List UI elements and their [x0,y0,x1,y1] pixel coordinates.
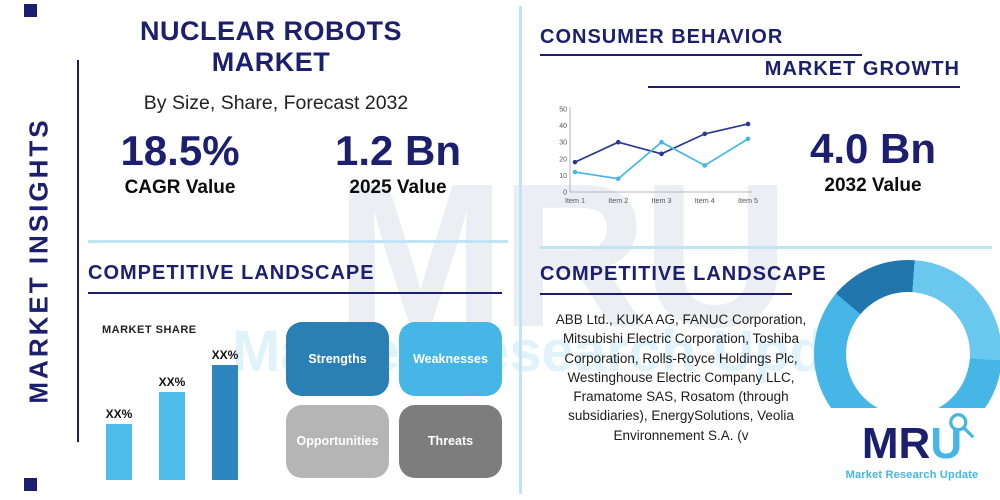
x-tick-label: Item 3 [652,196,672,205]
value-2025: 1.2 Bn [334,127,462,174]
x-tick-label: Item 1 [565,196,585,205]
magnifier-icon [949,412,975,438]
y-tick-label: 50 [559,107,567,114]
market-growth-underline [648,86,960,88]
decor-square-top [24,4,37,17]
consumer-behavior-heading: CONSUMER BEHAVIOR [540,26,784,48]
swot-grid: Strengths Weaknesses Opportunities Threats [286,322,502,478]
y-tick-label: 40 [559,123,567,130]
market-share-bar-chart: XX% XX% XX% [96,338,248,480]
value-2025-label: 2025 Value [349,177,447,199]
x-tick-label: Item 2 [608,196,628,205]
market-share-bar-2: XX% [149,375,195,480]
bar-value-label: XX% [158,375,186,389]
value-2032-stat: 4.0 Bn 2032 Value [792,125,954,197]
value-2032: 4.0 Bn [809,125,937,172]
cagr-stat: 18.5% CAGR Value [95,127,265,199]
column-divider [519,6,522,494]
bar-rect [106,424,132,480]
y-tick-label: 20 [559,156,567,163]
y-tick-label: 30 [559,140,567,147]
x-tick-label: Item 4 [695,196,715,205]
bar-rect [159,392,185,480]
company-list: ABB Ltd., KUKA AG, FANUC Corporation, Mi… [555,312,807,443]
data-point [572,159,578,165]
page-title: NUCLEAR ROBOTS MARKET [140,16,402,77]
right-horizontal-divider [540,246,992,249]
data-point [659,139,664,145]
swot-tile-threats: Threats [399,404,502,478]
market-share-bar-3: XX% [202,348,248,480]
data-point [659,151,664,157]
mru-logo-text: MRU [861,412,975,468]
decor-square-bottom [24,478,37,491]
left-horizontal-divider [88,240,508,243]
consumer-behavior-line-chart: 0 10 20 30 40 50 Item 1 Item 2 Item 3 Item 4 Item … [559,107,758,206]
data-point [745,121,751,127]
data-point [702,163,708,168]
value-2032-label: 2032 Value [824,175,922,197]
y-tick-label: 0 [563,190,567,197]
subtitle: By Size, Share, Forecast 2032 [143,92,409,114]
logo-tagline: Market Research Update [845,468,979,481]
competitive-landscape-underline-left [88,292,502,294]
cagr-label: CAGR Value [124,177,236,199]
data-point [745,136,751,142]
swot-tile-weaknesses: Weaknesses [399,322,502,396]
market-share-bar-1: XX% [96,407,142,480]
donut-hole [845,291,971,417]
vertical-title: MARKET INSIGHTS [6,92,72,428]
x-tick-label: Item 5 [738,196,758,205]
bar-value-label: XX% [211,348,239,362]
cagr-value: 18.5% [120,127,240,174]
competitive-landscape-heading-right: COMPETITIVE LANDSCAPE [540,263,827,285]
data-point [615,139,621,145]
y-tick-label: 10 [559,173,567,180]
line-series-2 [574,138,749,180]
data-point [615,176,621,182]
competitive-landscape-underline-right [540,293,792,295]
competitive-landscape-heading-left: COMPETITIVE LANDSCAPE [88,262,375,284]
mru-logo: MRU Market Research Update [826,408,998,494]
vertical-rule [77,60,79,442]
data-point [572,169,578,175]
logo-letter-r: R [898,418,931,468]
value-2025-stat: 1.2 Bn 2025 Value [318,127,478,199]
bar-rect [212,365,238,480]
data-point [702,131,708,137]
swot-tile-strengths: Strengths [286,322,389,396]
vertical-title-text: MARKET INSIGHTS [23,116,54,404]
consumer-behavior-underline [540,54,862,56]
logo-letter-m: M [861,418,899,468]
market-share-label: MARKET SHARE [102,324,197,336]
swot-tile-opportunities: Opportunities [286,404,389,478]
bar-value-label: XX% [105,407,133,421]
market-growth-heading: MARKET GROWTH [764,58,960,80]
